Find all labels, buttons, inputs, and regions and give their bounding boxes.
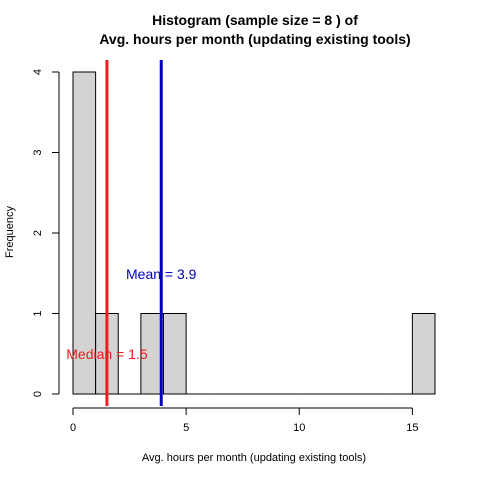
histogram-bar [72, 71, 97, 395]
x-tick-label: 5 [183, 422, 189, 434]
y-tick-label: 3 [32, 149, 44, 155]
y-tick-label: 4 [32, 69, 44, 75]
x-tick-label: 10 [293, 422, 305, 434]
y-tick-label: 2 [32, 230, 44, 236]
y-tick-label: 1 [32, 310, 44, 316]
x-axis: 0 5 10 15 [70, 407, 419, 434]
histogram-bars [72, 71, 436, 395]
x-tick-label: 15 [406, 422, 418, 434]
histogram-bar [411, 313, 436, 395]
y-axis-label: Frequency [4, 206, 16, 258]
chart-title-line1: Histogram (sample size = 8 ) of [152, 12, 358, 28]
y-axis: 0 1 2 3 4 [32, 69, 60, 397]
y-tick-label: 0 [32, 391, 44, 397]
x-axis-label: Avg. hours per month (updating existing … [142, 452, 366, 464]
mean-label: Mean = 3.9 [126, 266, 197, 282]
median-label: Median = 1.5 [66, 346, 148, 362]
chart-title-line2: Avg. hours per month (updating existing … [99, 31, 410, 47]
histogram-bar [163, 313, 187, 395]
x-tick-label: 0 [70, 422, 76, 434]
